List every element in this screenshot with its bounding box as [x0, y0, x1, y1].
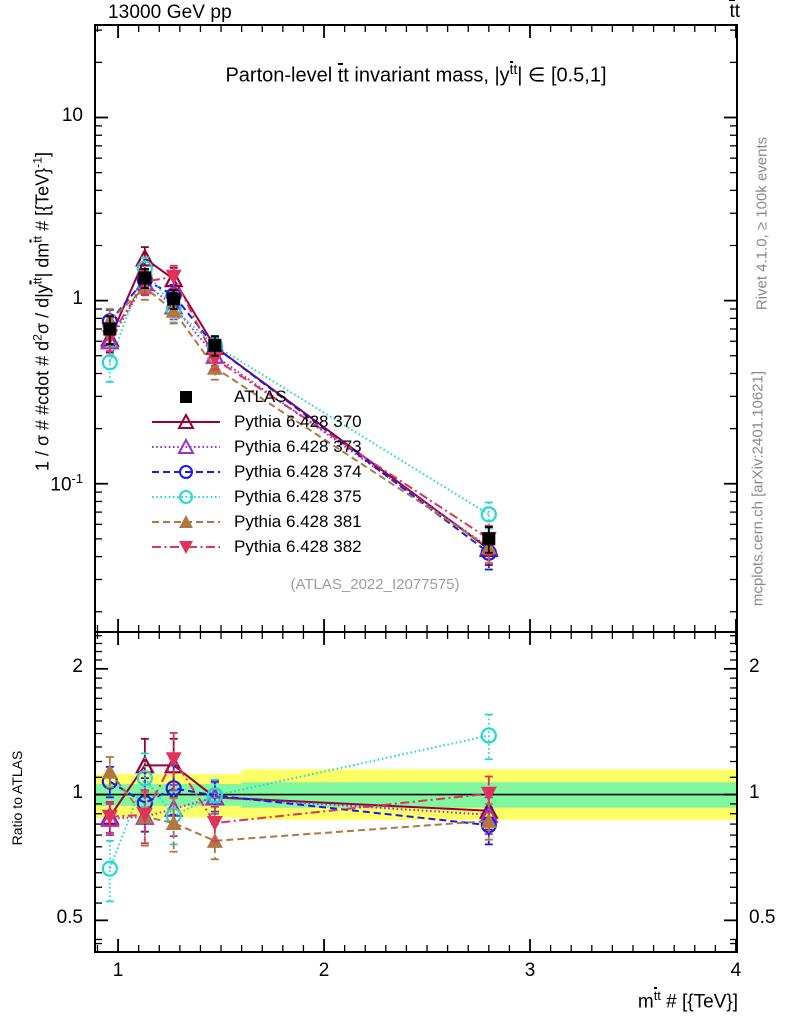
- series-atlas: [103, 268, 496, 554]
- legend-key: [150, 412, 222, 432]
- data-marker: [480, 812, 497, 828]
- legend-key: [150, 437, 222, 457]
- legend-item-pythia-6.428-381[interactable]: Pythia 6.428 381: [150, 509, 362, 534]
- data-marker: [482, 532, 496, 546]
- legend-marker: [179, 489, 193, 504]
- series-line: [109, 771, 489, 842]
- legend-label: Pythia 6.428 381: [234, 511, 362, 531]
- legend-marker: [180, 390, 192, 403]
- legend-key: [150, 387, 222, 407]
- y-tick-label-ratio-right: 2: [749, 655, 760, 677]
- data-marker: [480, 786, 497, 802]
- y-tick-label-ratio: 0.5: [56, 907, 83, 929]
- y-tick-label-ratio: 2: [72, 655, 83, 677]
- legend-item-atlas[interactable]: ATLAS: [150, 384, 362, 409]
- data-marker: [206, 816, 223, 832]
- legend-label: Pythia 6.428 370: [234, 411, 362, 431]
- legend-marker: [179, 464, 193, 479]
- data-marker: [135, 754, 155, 774]
- series-line: [109, 286, 490, 549]
- data-marker: [101, 763, 118, 779]
- y-tick-label-main: 10-1: [50, 470, 83, 496]
- x-tick-label: 1: [112, 960, 124, 981]
- legend-item-pythia-6.428-374[interactable]: Pythia 6.428 374: [150, 459, 362, 484]
- data-marker: [165, 302, 182, 318]
- data-marker: [101, 809, 118, 825]
- legend: ATLAS Pythia 6.428 370 Pythia 6.428 373 Pyt…: [150, 384, 362, 559]
- legend-label: Pythia 6.428 374: [234, 461, 362, 481]
- series-pythia-6.428-381: [101, 756, 497, 861]
- legend-key: [150, 512, 222, 532]
- data-marker: [167, 292, 181, 306]
- series-line: [109, 780, 489, 827]
- data-marker: [480, 506, 497, 523]
- data-marker: [206, 787, 223, 804]
- data-marker: [136, 807, 153, 823]
- legend-label: Pythia 6.428 382: [234, 536, 362, 556]
- legend-marker: [177, 437, 195, 454]
- legend-key: [150, 537, 222, 557]
- x-axis-label: mt t # [{TeV}]: [637, 987, 738, 1013]
- legend-marker: [179, 540, 193, 554]
- legend-key: [150, 462, 222, 482]
- x-tick-label: 3: [524, 960, 536, 981]
- data-marker: [206, 359, 223, 375]
- y-tick-label-ratio: 1: [72, 781, 83, 803]
- beam-energy-label: 13000 GeV pp: [108, 2, 232, 23]
- data-marker: [103, 322, 117, 336]
- y-tick-label-main: 10: [61, 104, 83, 126]
- legend-marker: [179, 514, 193, 528]
- data-marker: [165, 752, 182, 768]
- y-tick-label-ratio-right: 1: [749, 781, 760, 803]
- series-pythia-6.428-382: [101, 731, 497, 845]
- data-marker: [208, 338, 222, 352]
- legend-label: ATLAS: [234, 386, 287, 406]
- legend-key: [150, 487, 222, 507]
- x-tick-label: 4: [730, 960, 742, 981]
- data-marker: [136, 770, 153, 787]
- legend-marker: [177, 412, 195, 429]
- y-tick-label-ratio-right: 0.5: [749, 907, 776, 929]
- analysis-id-watermark: (ATLAS_2022_I2077575): [290, 576, 460, 593]
- legend-item-pythia-6.428-382[interactable]: Pythia 6.428 382: [150, 534, 362, 559]
- data-marker: [165, 269, 182, 285]
- legend-item-pythia-6.428-375[interactable]: Pythia 6.428 375: [150, 484, 362, 509]
- legend-label: Pythia 6.428 375: [234, 486, 362, 506]
- series-line: [109, 278, 490, 554]
- legend-label: Pythia 6.428 373: [234, 436, 362, 456]
- data-marker: [138, 271, 152, 285]
- data-marker: [101, 860, 118, 877]
- x-tick-label: 2: [318, 960, 330, 981]
- y-tick-label-main: 1: [72, 287, 83, 309]
- data-marker: [101, 354, 118, 371]
- legend-item-pythia-6.428-370[interactable]: Pythia 6.428 370: [150, 409, 362, 434]
- data-marker: [480, 727, 497, 744]
- series-line: [108, 266, 490, 516]
- data-marker: [165, 815, 182, 831]
- plot-frame-ratio: [94, 631, 738, 953]
- legend-item-pythia-6.428-373[interactable]: Pythia 6.428 373: [150, 434, 362, 459]
